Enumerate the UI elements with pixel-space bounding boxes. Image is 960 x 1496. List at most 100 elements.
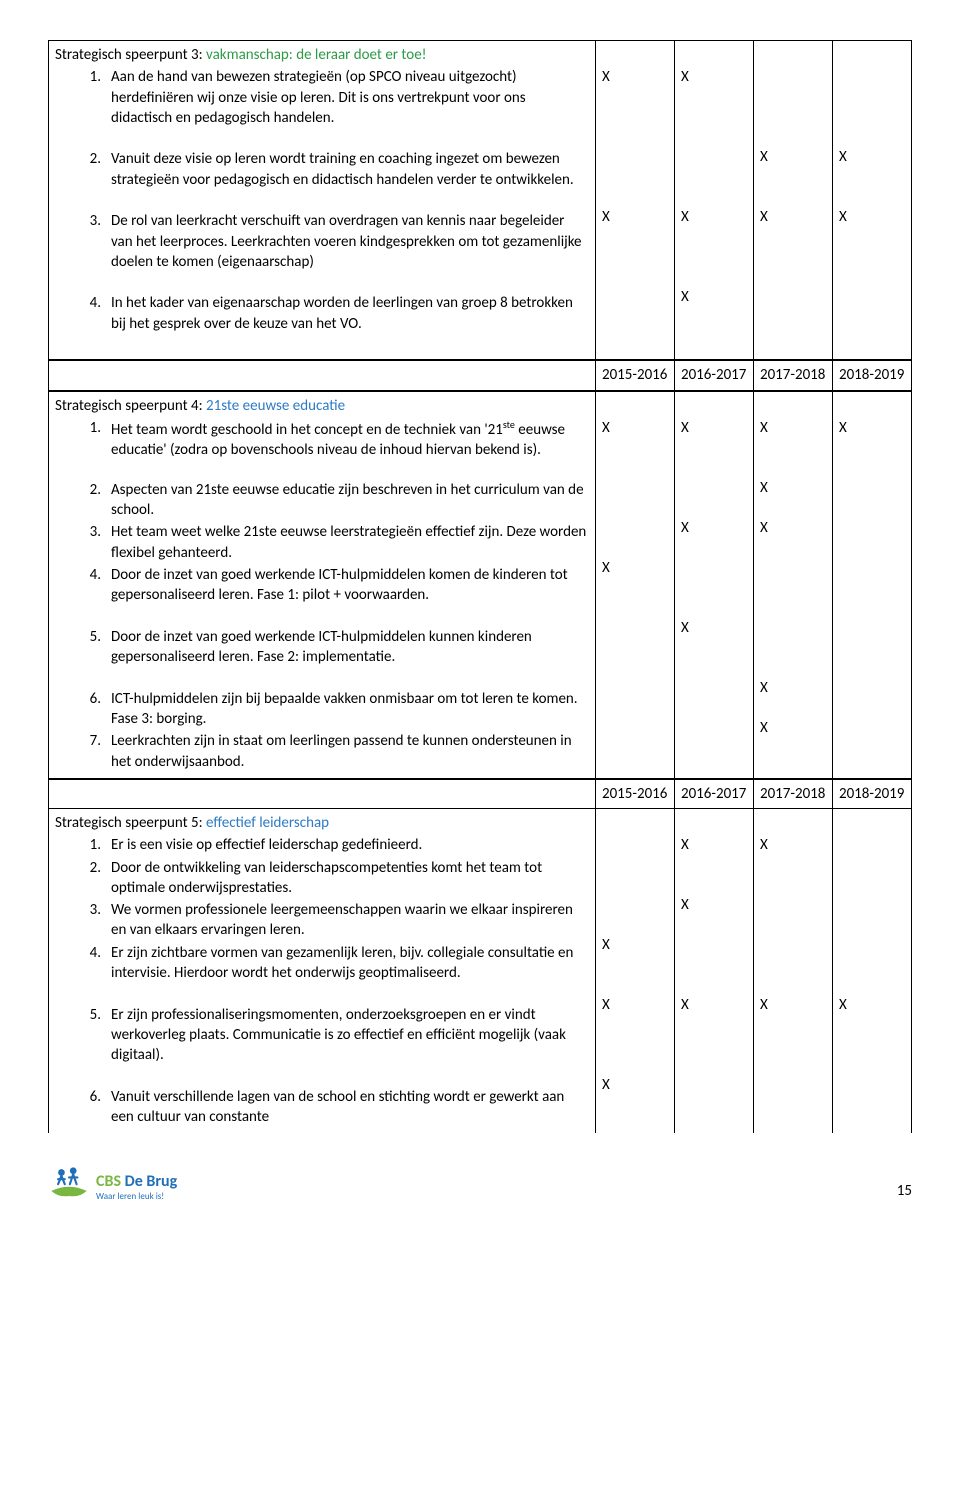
list-item-number: 7. bbox=[77, 731, 111, 772]
logo: CBS De Brug Waar leren leuk is! bbox=[48, 1159, 177, 1201]
page-footer: CBS De Brug Waar leren leuk is! 15 bbox=[48, 1159, 912, 1201]
list-item-number: 5. bbox=[77, 627, 111, 668]
list-item: 4.Er zijn zichtbare vormen van gezamenli… bbox=[77, 943, 589, 1003]
section3-title: Strategisch speerpunt 3: vakmanschap: de… bbox=[55, 45, 589, 65]
section3-col-2018: XX bbox=[832, 41, 911, 360]
list-item: 1.Het team wordt geschoold in het concep… bbox=[77, 418, 589, 478]
list-item-number: 1. bbox=[77, 418, 111, 461]
list-item: 3.We vormen professionele leergemeenscha… bbox=[77, 900, 589, 941]
year-mark: X bbox=[839, 207, 905, 287]
section5-title: Strategisch speerpunt 5: effectief leide… bbox=[55, 813, 589, 833]
list-item-number: 6. bbox=[77, 689, 111, 730]
list-item-number: 3. bbox=[77, 522, 111, 563]
list-item-text: Door de inzet van goed werkende ICT-hulp… bbox=[111, 565, 589, 606]
year-header-2017-2: 2017-2018 bbox=[753, 779, 832, 808]
section3-title-prefix: Strategisch speerpunt 3: bbox=[55, 46, 206, 64]
year-mark: X bbox=[602, 418, 668, 478]
year-mark: X bbox=[760, 995, 826, 1075]
year-mark bbox=[602, 287, 668, 347]
year-mark bbox=[681, 1075, 747, 1115]
logo-icon bbox=[48, 1159, 90, 1201]
year-mark bbox=[839, 478, 905, 518]
list-item: 4.Door de inzet van goed werkende ICT-hu… bbox=[77, 565, 589, 625]
list-item-text: Vanuit deze visie op leren wordt trainin… bbox=[111, 149, 589, 190]
year-mark bbox=[760, 558, 826, 618]
list-item-number: 2. bbox=[77, 858, 111, 899]
list-item: 2.Vanuit deze visie op leren wordt train… bbox=[77, 149, 589, 209]
section4-text-cell: Strategisch speerpunt 4: 21ste eeuwse ed… bbox=[49, 391, 596, 778]
year-mark bbox=[839, 558, 905, 618]
year-mark: X bbox=[681, 287, 747, 347]
year-mark: X bbox=[681, 835, 747, 855]
list-item-text: Het team wordt geschoold in het concept … bbox=[111, 418, 589, 461]
list-item-text: In het kader van eigenaarschap worden de… bbox=[111, 293, 589, 334]
section4-col-2017: XXXXX bbox=[753, 391, 832, 778]
list-item-text: Er zijn zichtbare vormen van gezamenlijk… bbox=[111, 943, 589, 984]
year-header-2016-1: 2016-2017 bbox=[674, 361, 753, 390]
year-mark bbox=[839, 935, 905, 995]
list-item: 6.ICT-hulpmiddelen zijn bij bepaalde vak… bbox=[77, 689, 589, 730]
list-item-number: 2. bbox=[77, 480, 111, 521]
year-mark bbox=[839, 835, 905, 855]
list-item-number: 1. bbox=[77, 67, 111, 128]
year-mark: X bbox=[760, 835, 826, 855]
list-item-number: 2. bbox=[77, 149, 111, 190]
section5-title-prefix: Strategisch speerpunt 5: bbox=[55, 814, 206, 832]
year-mark: X bbox=[681, 895, 747, 935]
list-item-number: 1. bbox=[77, 835, 111, 855]
list-item-number: 3. bbox=[77, 211, 111, 272]
list-item: 3.Het team weet welke 21ste eeuwse leers… bbox=[77, 522, 589, 563]
year-mark bbox=[602, 618, 668, 678]
section4-list: 1.Het team wordt geschoold in het concep… bbox=[55, 418, 589, 772]
year-mark bbox=[681, 558, 747, 618]
logo-name-blue: De Brug bbox=[125, 1172, 178, 1191]
list-item: 2.Door de ontwikkeling van leiderschapsc… bbox=[77, 858, 589, 899]
year-mark: X bbox=[602, 1075, 668, 1115]
year-header-2015-1: 2015-2016 bbox=[595, 361, 674, 390]
list-item-number: 4. bbox=[77, 293, 111, 334]
year-mark: X bbox=[602, 67, 668, 147]
year-mark bbox=[760, 618, 826, 678]
list-item-text: Er zijn professionaliseringsmomenten, on… bbox=[111, 1005, 589, 1066]
section4-title-prefix: Strategisch speerpunt 4: bbox=[55, 397, 206, 415]
list-item-number: 3. bbox=[77, 900, 111, 941]
section5-text-cell: Strategisch speerpunt 5: effectief leide… bbox=[49, 809, 596, 1134]
year-mark bbox=[839, 618, 905, 678]
year-mark bbox=[839, 678, 905, 718]
year-header-2017-1: 2017-2018 bbox=[753, 361, 832, 390]
year-mark: X bbox=[760, 478, 826, 518]
year-mark bbox=[681, 718, 747, 758]
year-mark bbox=[760, 935, 826, 995]
logo-name-green: CBS bbox=[96, 1172, 125, 1191]
section5-list: 1.Er is een visie op effectief leidersch… bbox=[55, 835, 589, 1127]
year-mark bbox=[602, 147, 668, 207]
list-item-text: Aspecten van 21ste eeuwse educatie zijn … bbox=[111, 480, 589, 521]
section3-col-2017: XX bbox=[753, 41, 832, 360]
list-item-text: Door de ontwikkeling van leiderschapscom… bbox=[111, 858, 589, 899]
year-mark bbox=[760, 895, 826, 935]
year-mark: X bbox=[681, 418, 747, 478]
logo-name: CBS De Brug bbox=[96, 1174, 177, 1190]
year-mark bbox=[602, 718, 668, 758]
list-item-text: We vormen professionele leergemeenschapp… bbox=[111, 900, 589, 941]
list-item: 7.Leerkrachten zijn in staat om leerling… bbox=[77, 731, 589, 772]
year-mark: X bbox=[839, 147, 905, 207]
year-mark bbox=[602, 855, 668, 895]
section5-col-2015: XXX bbox=[595, 809, 674, 1134]
list-item-text: Het team weet welke 21ste eeuwse leerstr… bbox=[111, 522, 589, 563]
year-mark: X bbox=[760, 678, 826, 718]
year-header-2018-1: 2018-2019 bbox=[832, 361, 911, 390]
list-item-number: 4. bbox=[77, 565, 111, 606]
year-mark bbox=[839, 1075, 905, 1115]
section4-table: Strategisch speerpunt 4: 21ste eeuwse ed… bbox=[48, 391, 912, 779]
list-item-text: Vanuit verschillende lagen van de school… bbox=[111, 1087, 589, 1128]
year-mark bbox=[760, 855, 826, 895]
section4-title: Strategisch speerpunt 4: 21ste eeuwse ed… bbox=[55, 396, 589, 416]
year-mark bbox=[839, 518, 905, 558]
year-mark bbox=[839, 855, 905, 895]
year-mark: X bbox=[602, 935, 668, 995]
year-header-table-1: 2015-2016 2016-2017 2017-2018 2018-2019 bbox=[48, 360, 912, 390]
section3-list: 1.Aan de hand van bewezen strategieën (o… bbox=[55, 67, 589, 353]
section3-title-colored: vakmanschap: de leraar doet er toe! bbox=[206, 46, 427, 64]
list-item: 6.Vanuit verschillende lagen van de scho… bbox=[77, 1087, 589, 1128]
